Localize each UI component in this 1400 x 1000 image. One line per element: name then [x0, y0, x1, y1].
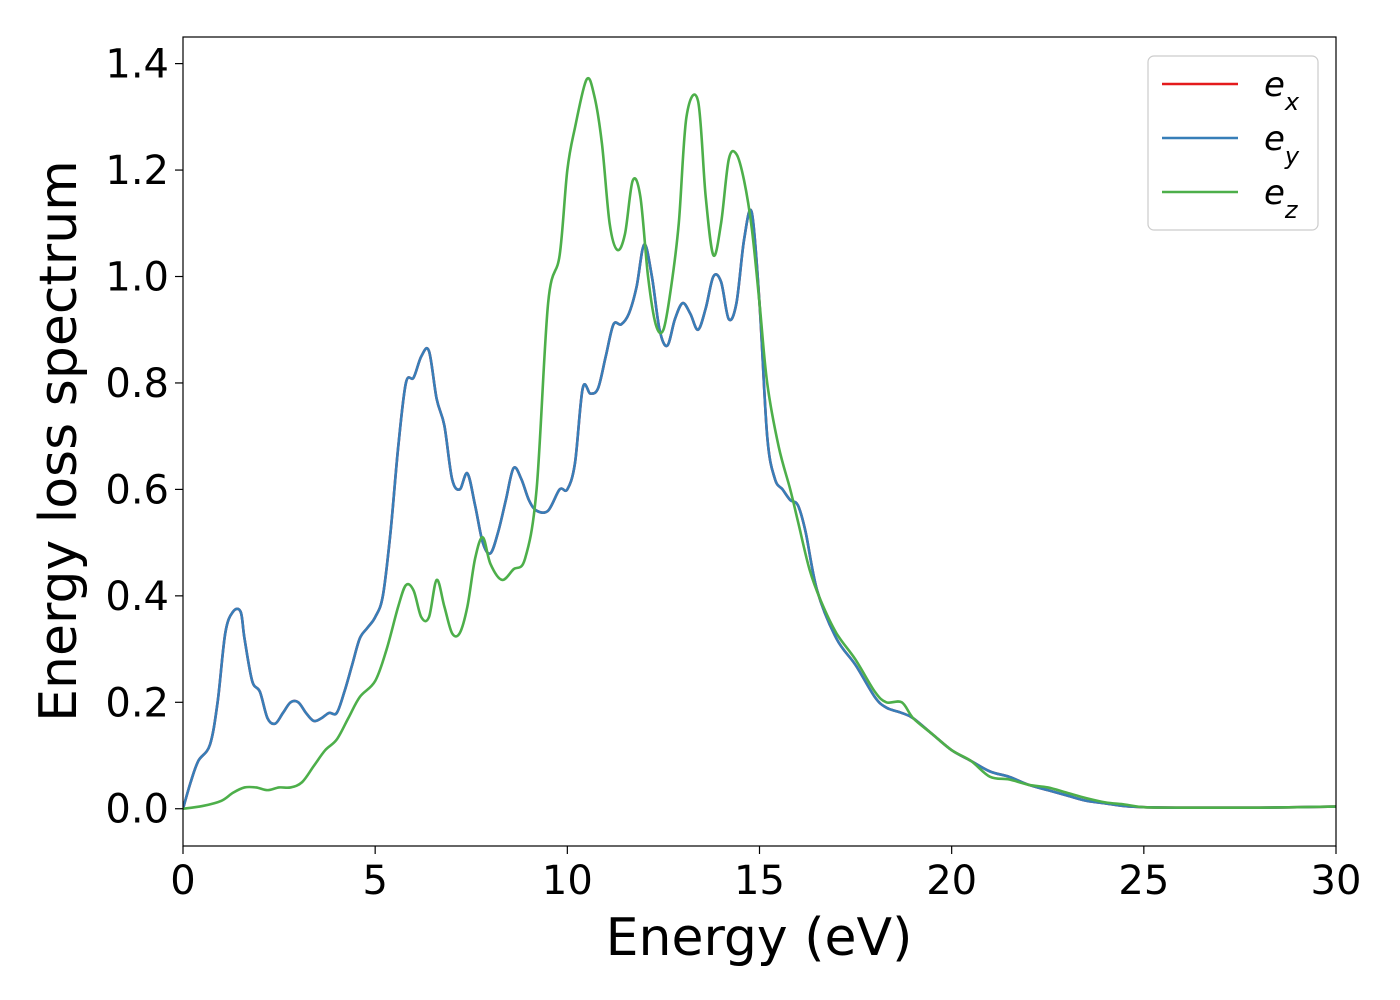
series-line-ez [183, 77, 1336, 811]
x-tick-label: 10 [542, 858, 593, 904]
y-tick-label: 0.8 [105, 361, 169, 407]
legend-box [1147, 55, 1319, 231]
y-tick-label: 0.0 [105, 787, 169, 833]
series-line-ey [183, 208, 1336, 811]
x-tick-label: 30 [1311, 858, 1362, 904]
y-tick-label: 0.6 [105, 467, 169, 513]
series-layer [183, 77, 1336, 811]
x-tick-label: 25 [1118, 858, 1169, 904]
y-axis-label: Energy loss spectrum [29, 160, 89, 722]
x-axis-label: Energy (eV) [606, 908, 913, 968]
x-tick-label: 15 [734, 858, 785, 904]
y-tick-label: 1.4 [105, 42, 169, 88]
x-tick-label: 0 [170, 858, 195, 904]
x-axis-ticks: 0 5 10 15 20 25 30 [170, 846, 1361, 904]
x-tick-label: 5 [362, 858, 387, 904]
y-tick-label: 0.2 [105, 680, 169, 726]
x-tick-label: 20 [926, 858, 977, 904]
y-tick-label: 0.4 [105, 574, 169, 620]
y-tick-label: 1.2 [105, 148, 169, 194]
y-tick-label: 1.0 [105, 255, 169, 301]
y-axis-ticks: 0.0 0.2 0.4 0.6 0.8 1.0 1.2 1.4 [105, 42, 183, 833]
